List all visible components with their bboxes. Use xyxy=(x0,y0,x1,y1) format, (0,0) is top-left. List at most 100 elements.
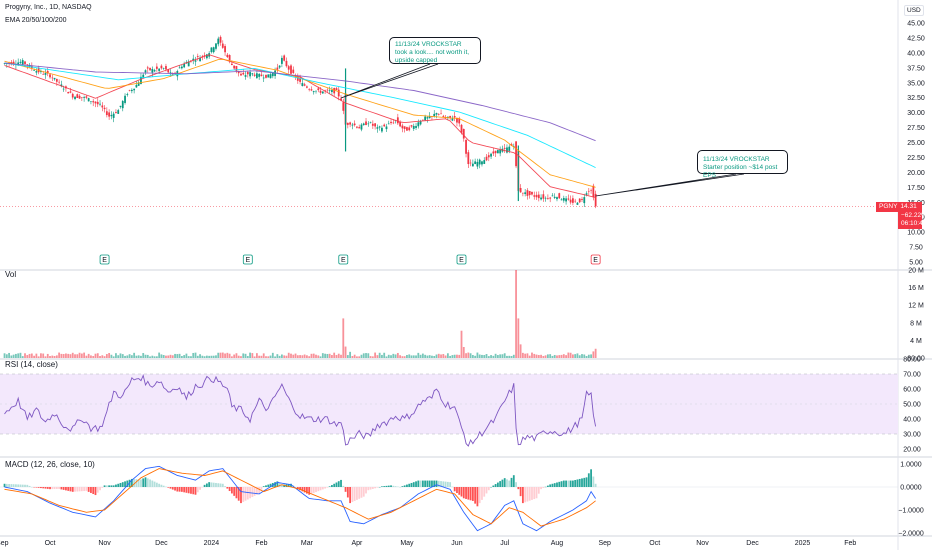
volume-bar xyxy=(265,356,267,358)
macd-histogram-bar xyxy=(85,487,88,491)
volume-bar xyxy=(437,353,440,358)
macd-histogram-bar xyxy=(569,480,572,487)
candle-body xyxy=(583,197,586,204)
macd-histogram-bar xyxy=(5,483,8,487)
vol-tick-label: 12 M xyxy=(908,303,924,310)
indicator-legend[interactable]: EMA 20/50/100/200 xyxy=(5,17,67,24)
macd-histogram-bar xyxy=(492,485,495,487)
volume-bar xyxy=(240,356,242,358)
candle-body xyxy=(376,127,379,129)
macd-histogram-bar xyxy=(351,487,354,503)
macd-histogram-bar xyxy=(208,482,211,487)
macd-histogram-group xyxy=(3,469,597,507)
currency-label[interactable]: USD xyxy=(904,5,924,16)
macd-histogram-bar xyxy=(126,480,129,487)
macd-histogram-bar xyxy=(169,487,172,489)
macd-histogram-bar xyxy=(153,481,156,487)
volume-bar xyxy=(90,355,92,358)
macd-histogram-bar xyxy=(392,485,395,487)
earnings-marker[interactable]: E xyxy=(456,254,467,265)
macd-histogram-bar xyxy=(192,487,195,495)
candle-body xyxy=(33,70,36,71)
volume-bar xyxy=(367,353,370,358)
volume-bar xyxy=(456,354,458,358)
symbol-title[interactable]: Progyny, Inc., 1D, NASDAQ xyxy=(5,4,92,11)
earnings-marker[interactable]: E xyxy=(338,254,349,265)
time-tick-label: Mar xyxy=(301,540,314,547)
candle-body xyxy=(562,197,565,201)
macd-histogram-bar xyxy=(58,487,61,489)
macd-histogram-bar xyxy=(217,483,220,487)
macd-histogram-bar xyxy=(110,485,113,487)
candle-body xyxy=(478,159,481,165)
macd-histogram-bar xyxy=(219,483,222,487)
macd-histogram-bar xyxy=(155,482,158,487)
candle-body xyxy=(183,63,186,68)
macd-histogram-bar xyxy=(221,483,224,487)
volume-bar xyxy=(258,355,261,358)
macd-tick-label: 0.0000 xyxy=(900,485,922,492)
macd-histogram-bar xyxy=(199,487,201,490)
candle-body xyxy=(528,191,531,196)
macd-histogram-bar xyxy=(46,487,49,489)
macd-histogram-bar xyxy=(228,487,231,492)
time-tick-label: Apr xyxy=(351,540,363,547)
volume-bar xyxy=(381,354,383,358)
volume-bar xyxy=(528,355,531,358)
volume-bar xyxy=(556,355,558,358)
volume-bar xyxy=(217,352,220,358)
candle-body xyxy=(428,115,431,119)
volume-bar xyxy=(133,352,136,358)
macd-histogram-bar xyxy=(471,487,474,501)
candle-body xyxy=(92,101,95,103)
candle-body xyxy=(387,123,390,125)
annotation-note-1[interactable]: 11/13/24 VROCKSTAR took a look.... not w… xyxy=(389,37,481,64)
volume-bar xyxy=(185,353,188,358)
volume-bar xyxy=(142,353,145,358)
macd-histogram-bar xyxy=(369,487,372,490)
volume-bar xyxy=(501,354,504,358)
volume-bar xyxy=(162,355,165,358)
volume-bar xyxy=(80,353,83,358)
macd-histogram-bar xyxy=(74,487,76,492)
volume-bar xyxy=(251,353,254,358)
price-badge-ticker: PGNY xyxy=(879,203,898,210)
volume-bar xyxy=(230,356,233,358)
volume-bar xyxy=(351,356,354,358)
volume-bar xyxy=(74,354,76,358)
annotation-note-2[interactable]: 11/13/24 VROCKSTAR Starter position ~$14… xyxy=(697,150,788,179)
macd-histogram-bar xyxy=(476,487,479,507)
volume-bar xyxy=(3,353,6,358)
candle-body xyxy=(290,65,292,74)
candle-body xyxy=(410,125,413,127)
earnings-marker[interactable]: E xyxy=(242,254,253,265)
price-tick-label: 7.50 xyxy=(909,245,923,252)
candle-body xyxy=(21,60,24,65)
volume-bar xyxy=(71,352,74,358)
candle-body xyxy=(508,146,511,151)
volume-bar xyxy=(449,355,452,358)
volume-bar xyxy=(594,348,597,358)
volume-bar xyxy=(46,353,49,358)
candle-body xyxy=(356,126,358,128)
candle-body xyxy=(442,115,445,117)
candle-body xyxy=(544,197,547,199)
volume-bar xyxy=(212,355,215,358)
volume-bar xyxy=(481,354,483,358)
candle-body xyxy=(342,102,345,111)
volume-bar xyxy=(478,354,481,358)
volume-bar xyxy=(521,352,524,358)
earnings-marker[interactable]: E xyxy=(99,254,110,265)
macd-histogram-bar xyxy=(183,487,186,493)
candle-body xyxy=(271,72,274,77)
volume-bar xyxy=(417,352,420,358)
candle-body xyxy=(226,54,229,58)
earnings-marker[interactable]: E xyxy=(590,254,601,265)
candle-body xyxy=(299,77,301,82)
macd-histogram-bar xyxy=(255,487,258,495)
volume-bar xyxy=(276,354,279,358)
candle-body xyxy=(37,67,40,73)
candle-body xyxy=(321,91,324,94)
volume-bar xyxy=(435,354,438,358)
